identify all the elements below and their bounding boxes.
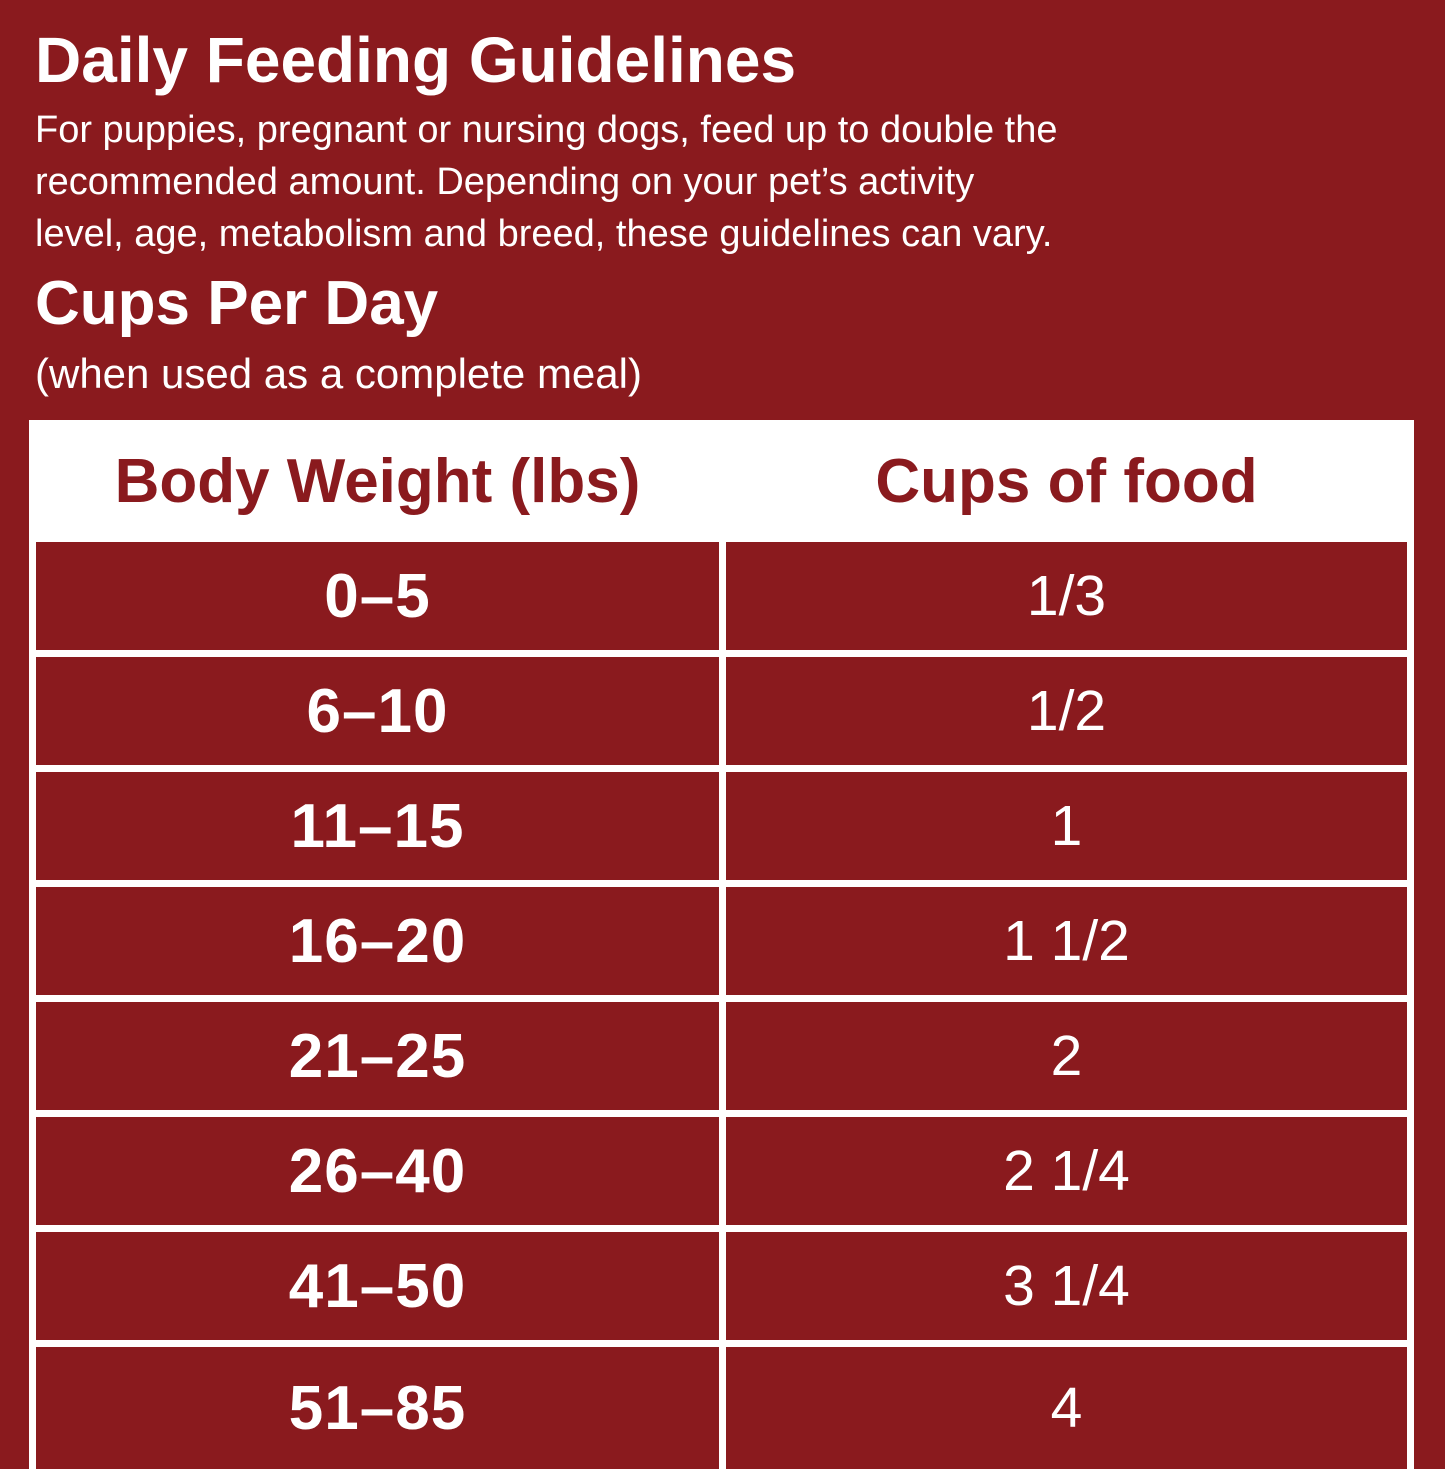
weight-range-cell: 41–50 <box>36 1232 719 1340</box>
feeding-table: Body Weight (lbs) Cups of food 0–5 1/3 6… <box>29 420 1414 1469</box>
header-cell-cups-of-food: Cups of food <box>875 446 1258 516</box>
feeding-description: For puppies, pregnant or nursing dogs, f… <box>35 104 1058 260</box>
header-cell-body-weight: Body Weight (lbs) <box>114 446 641 516</box>
description-line: For puppies, pregnant or nursing dogs, f… <box>35 109 1058 151</box>
description-line: level, age, metabolism and breed, these … <box>35 213 1053 255</box>
weight-range-cell: 21–25 <box>36 1002 719 1110</box>
cups-value-cell: 3 1/4 <box>726 1232 1407 1340</box>
cups-value-cell: 2 <box>726 1002 1407 1110</box>
table-row: 11–15 1 <box>36 772 1407 880</box>
cups-per-day-heading: Cups Per Day <box>35 269 439 338</box>
page-title: Daily Feeding Guidelines <box>35 24 797 96</box>
table-row: 0–5 1/3 <box>36 542 1407 650</box>
cups-value-cell: 1/3 <box>726 542 1407 650</box>
table-header: Body Weight (lbs) Cups of food <box>36 420 1407 542</box>
weight-range-cell: 0–5 <box>36 542 719 650</box>
weight-range-cell: 6–10 <box>36 657 719 765</box>
table-row: 6–10 1/2 <box>36 657 1407 765</box>
table-row: 41–50 3 1/4 <box>36 1232 1407 1340</box>
cups-value-cell: 4 <box>726 1347 1407 1469</box>
cups-value-cell: 2 1/4 <box>726 1117 1407 1225</box>
weight-range-cell: 51–85 <box>36 1347 719 1469</box>
table-row: 21–25 2 <box>36 1002 1407 1110</box>
weight-range-cell: 16–20 <box>36 887 719 995</box>
cups-value-cell: 1/2 <box>726 657 1407 765</box>
weight-range-cell: 11–15 <box>36 772 719 880</box>
description-line: recommended amount. Depending on your pe… <box>35 161 975 203</box>
table-row: 26–40 2 1/4 <box>36 1117 1407 1225</box>
cups-per-day-note: (when used as a complete meal) <box>35 350 642 397</box>
table-row: 16–20 1 1/2 <box>36 887 1407 995</box>
cups-value-cell: 1 1/2 <box>726 887 1407 995</box>
table-row: 51–85 4 <box>36 1347 1407 1469</box>
cups-value-cell: 1 <box>726 772 1407 880</box>
weight-range-cell: 26–40 <box>36 1117 719 1225</box>
